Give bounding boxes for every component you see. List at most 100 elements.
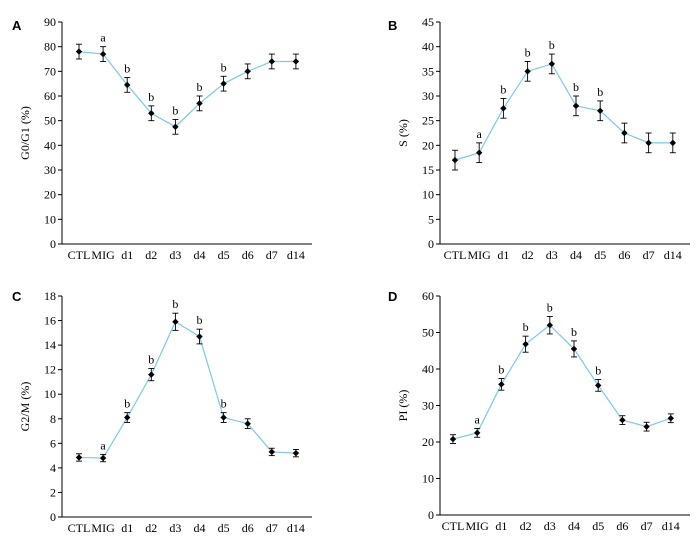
significance-label: b xyxy=(172,297,178,311)
panel-letter: D xyxy=(388,289,397,304)
x-tick-label: d4 xyxy=(570,248,582,262)
y-tick-label: 20 xyxy=(422,435,434,449)
data-point xyxy=(124,81,131,89)
x-tick-label: d7 xyxy=(266,248,278,262)
significance-label: b xyxy=(124,397,130,411)
significance-label: b xyxy=(547,300,553,314)
x-tick-label: d14 xyxy=(287,521,305,535)
data-point xyxy=(244,68,251,75)
x-tick-label: d1 xyxy=(121,521,133,535)
y-tick-label: 16 xyxy=(44,314,56,328)
data-point xyxy=(196,100,203,107)
data-point xyxy=(124,414,131,421)
x-tick-label: MIG xyxy=(91,248,115,262)
x-tick-label: d2 xyxy=(145,521,157,535)
y-tick-label: 90 xyxy=(44,15,56,29)
x-tick-label: d3 xyxy=(546,248,558,262)
significance-label: b xyxy=(124,62,130,76)
data-point xyxy=(172,318,179,325)
data-point xyxy=(570,345,578,353)
y-tick-label: 30 xyxy=(44,163,56,177)
y-tick-label: 2 xyxy=(50,485,56,499)
data-point xyxy=(548,60,555,68)
data-point xyxy=(667,415,674,422)
y-tick-label: 10 xyxy=(44,387,56,401)
y-tick-label: 6 xyxy=(50,436,56,450)
data-point xyxy=(449,435,457,443)
significance-label: b xyxy=(523,320,529,334)
significance-label: b xyxy=(525,45,531,59)
x-tick-label: d2 xyxy=(522,248,534,262)
series-line xyxy=(78,320,296,459)
significance-label: b xyxy=(549,38,555,52)
y-tick-label: 0 xyxy=(428,508,434,522)
data-point xyxy=(75,48,83,55)
x-tick-label: d14 xyxy=(287,248,305,262)
panel-letter: A xyxy=(12,18,22,33)
significance-label: b xyxy=(595,364,601,378)
significance-label: b xyxy=(597,85,603,99)
y-tick-label: 8 xyxy=(50,412,56,426)
x-tick-label: d14 xyxy=(662,519,680,533)
data-point xyxy=(476,149,483,156)
x-tick-label: d4 xyxy=(194,248,206,262)
y-tick-label: 0 xyxy=(428,237,434,251)
x-tick-label: d1 xyxy=(497,248,509,262)
data-point xyxy=(619,416,626,424)
y-axis-title: S (%) xyxy=(396,119,410,147)
y-tick-label: 14 xyxy=(44,338,56,352)
data-point xyxy=(645,139,652,147)
x-tick-label: d6 xyxy=(618,248,630,262)
significance-label: b xyxy=(197,313,203,327)
significance-label: b xyxy=(148,90,154,104)
y-tick-label: 12 xyxy=(44,363,56,377)
data-point xyxy=(99,50,107,58)
series-line xyxy=(78,51,296,128)
significance-label: a xyxy=(100,438,106,452)
y-tick-label: 80 xyxy=(44,40,56,54)
y-tick-label: 5 xyxy=(428,212,434,226)
chart-panel-d: D 0 10 20 30 40 50 60 CTL MIG d1 d2 d3 d4 d5 d6 d7 d14 PI … xyxy=(388,289,690,533)
x-tick-label: CTL xyxy=(68,521,91,535)
y-tick-label: 30 xyxy=(422,89,434,103)
x-tick-label: d7 xyxy=(643,248,655,262)
x-tick-label: d7 xyxy=(266,521,278,535)
y-axis-title: PI (%) xyxy=(396,390,410,422)
y-tick-label: 10 xyxy=(422,188,434,202)
y-tick-label: 20 xyxy=(44,188,56,202)
significance-label: b xyxy=(148,352,154,366)
data-point xyxy=(572,102,580,110)
x-tick-label: d14 xyxy=(664,248,682,262)
data-point xyxy=(595,382,602,389)
x-tick-label: d5 xyxy=(218,248,230,262)
y-axis-title: G0/G1 (%) xyxy=(18,106,32,160)
data-point xyxy=(268,448,275,456)
y-axis-title: G2/M (%) xyxy=(18,382,32,432)
y-tick-label: 20 xyxy=(422,138,434,152)
panel-letter: C xyxy=(12,289,22,304)
data-point xyxy=(669,139,676,147)
data-point xyxy=(75,454,83,461)
significance-label: b xyxy=(573,80,579,94)
x-tick-label: d1 xyxy=(121,248,133,262)
chart-panel-b: B 0 5 10 15 20 25 30 35 40 45 CTL MIG d1 d2 d3 d4 d5 d6 d7 d… xyxy=(388,15,690,262)
y-tick-label: 15 xyxy=(422,163,434,177)
series-line xyxy=(454,63,673,161)
series-line xyxy=(452,324,671,440)
x-tick-label: d6 xyxy=(242,521,254,535)
x-tick-label: d3 xyxy=(169,521,181,535)
x-tick-label: d7 xyxy=(641,519,653,533)
significance-label: a xyxy=(477,127,483,141)
data-point xyxy=(268,58,275,65)
panel-letter: B xyxy=(388,18,397,33)
x-tick-label: d3 xyxy=(169,248,181,262)
data-point xyxy=(220,414,227,421)
x-tick-label: d6 xyxy=(242,248,254,262)
data-point xyxy=(522,340,529,348)
significance-label: b xyxy=(197,80,203,94)
data-point xyxy=(451,156,459,164)
x-tick-label: d1 xyxy=(495,519,507,533)
x-tick-label: d4 xyxy=(568,519,580,533)
data-point xyxy=(172,123,179,131)
